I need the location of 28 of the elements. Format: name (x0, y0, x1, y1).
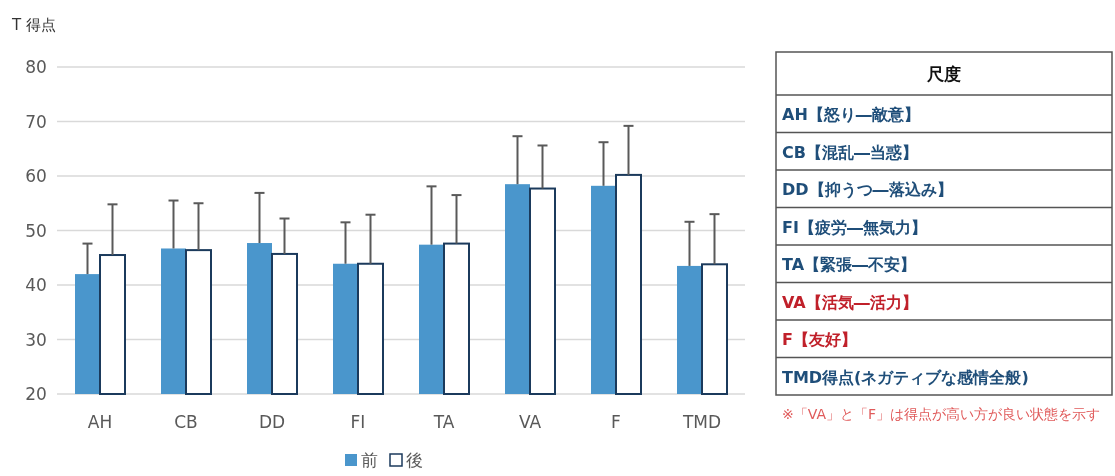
legend-label: 前 (361, 450, 378, 470)
x-tick-label: DD (258, 412, 286, 432)
text: TMD得点(ネガティブな感情全般) (782, 367, 1029, 387)
text: VA【活気―活力】 (782, 292, 918, 312)
text: FI【疲労―無気力】 (782, 217, 927, 237)
text: DD【抑うつ―落込み】 (782, 180, 953, 199)
x-tick-label: TMD (681, 412, 722, 432)
x-tick-label: FI (350, 412, 366, 432)
text: 尺度 (926, 64, 961, 84)
x-tick-label: F (611, 412, 621, 432)
text: ※「VA」と「F」は得点が高い方が良い状態を示す (782, 406, 1101, 422)
x-tick-label: TA (432, 412, 455, 432)
y-axis-title: T 得点 (11, 16, 56, 34)
y-tick-label: 60 (25, 166, 47, 186)
y-tick-label: 50 (25, 220, 47, 241)
y-tick-label: 70 (25, 111, 47, 132)
text: TA【緊張―不安】 (782, 255, 917, 274)
x-tick-label: AH (87, 412, 113, 432)
y-tick-label: 40 (25, 275, 47, 295)
text: AH【怒り―敵意】 (782, 105, 920, 124)
text: F【友好】 (782, 330, 857, 349)
y-tick-label: 30 (25, 329, 47, 350)
x-tick-label: VA (518, 412, 542, 432)
y-tick-label: 20 (25, 384, 47, 404)
x-tick-label: CB (174, 412, 198, 432)
y-tick-label: 80 (25, 57, 47, 77)
text: CB【混乱―当惑】 (782, 142, 918, 162)
legend-label: 後 (406, 450, 423, 470)
